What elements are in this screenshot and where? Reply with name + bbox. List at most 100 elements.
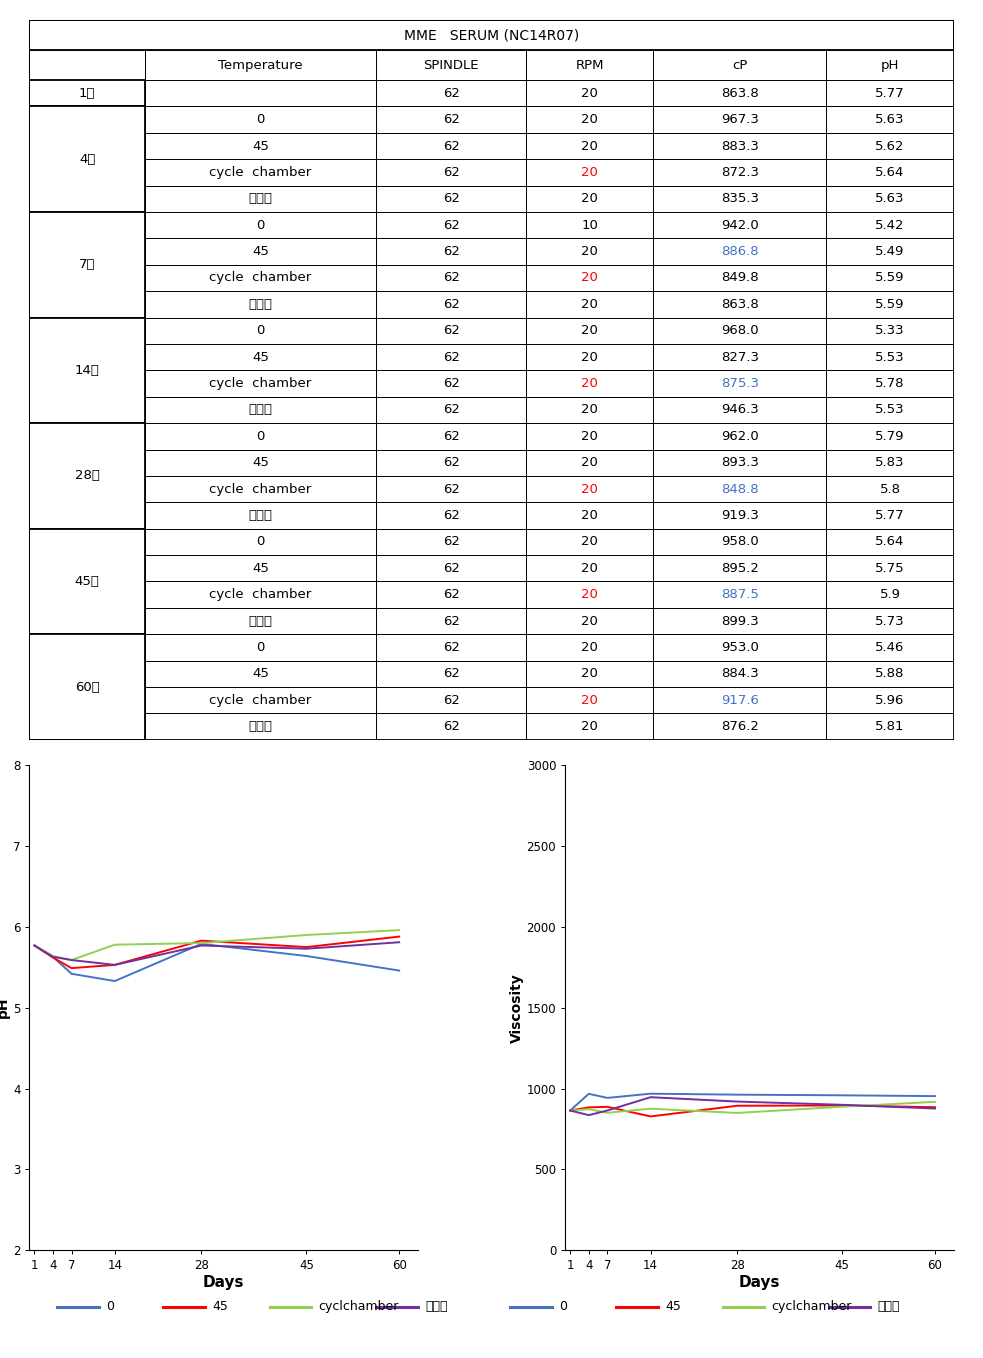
Text: 5.73: 5.73 xyxy=(875,615,904,627)
Text: 875.3: 875.3 xyxy=(721,378,759,390)
Text: 62: 62 xyxy=(442,297,459,311)
X-axis label: Days: Days xyxy=(202,1275,245,1290)
Text: 0: 0 xyxy=(257,535,264,549)
Text: 886.8: 886.8 xyxy=(721,244,759,258)
Text: 62: 62 xyxy=(442,87,459,99)
Text: 62: 62 xyxy=(442,535,459,549)
Text: 62: 62 xyxy=(442,430,459,443)
Bar xyxy=(145,186,376,212)
Bar xyxy=(145,371,376,397)
Bar xyxy=(526,687,654,713)
Bar xyxy=(145,528,376,555)
Text: 62: 62 xyxy=(442,403,459,417)
Text: 876.2: 876.2 xyxy=(721,720,759,733)
Bar xyxy=(654,713,827,740)
Text: cycle  chamber: cycle chamber xyxy=(209,378,312,390)
Bar xyxy=(654,186,827,212)
Text: 0: 0 xyxy=(257,325,264,337)
Text: 20: 20 xyxy=(581,166,598,179)
Text: 919.3: 919.3 xyxy=(721,509,759,521)
Text: 62: 62 xyxy=(442,378,459,390)
Text: 45: 45 xyxy=(252,140,269,152)
Bar xyxy=(654,265,827,291)
Bar xyxy=(145,80,376,106)
Text: 5.62: 5.62 xyxy=(875,140,904,152)
Text: 20: 20 xyxy=(581,456,598,470)
Text: 45: 45 xyxy=(665,1300,681,1313)
Text: 20: 20 xyxy=(581,297,598,311)
Text: 942.0: 942.0 xyxy=(721,219,759,232)
Text: 5.63: 5.63 xyxy=(875,193,904,205)
Bar xyxy=(654,159,827,186)
Text: 0: 0 xyxy=(257,430,264,443)
Text: 20: 20 xyxy=(581,667,598,680)
Text: 자연광: 자연광 xyxy=(249,193,272,205)
Text: 20: 20 xyxy=(581,720,598,733)
Bar xyxy=(654,80,827,106)
Bar xyxy=(145,449,376,475)
Text: 45: 45 xyxy=(252,244,269,258)
Text: 20: 20 xyxy=(581,378,598,390)
Text: 62: 62 xyxy=(442,720,459,733)
Bar xyxy=(827,397,954,424)
Bar xyxy=(145,50,376,80)
Text: MME   SERUM (NC14R07): MME SERUM (NC14R07) xyxy=(404,29,579,42)
Text: 45일: 45일 xyxy=(75,574,99,588)
Bar xyxy=(376,449,526,475)
Text: 5.49: 5.49 xyxy=(875,244,904,258)
Bar xyxy=(376,608,526,634)
Bar xyxy=(526,581,654,608)
Text: 5.81: 5.81 xyxy=(875,720,904,733)
Text: 0: 0 xyxy=(257,113,264,126)
Bar xyxy=(654,291,827,318)
Bar xyxy=(526,660,654,687)
Bar xyxy=(654,318,827,344)
Bar xyxy=(827,634,954,660)
Text: 5.59: 5.59 xyxy=(875,297,904,311)
Bar xyxy=(654,608,827,634)
Bar xyxy=(654,106,827,133)
Bar xyxy=(654,581,827,608)
Bar xyxy=(526,371,654,397)
Text: 5.59: 5.59 xyxy=(875,272,904,284)
Text: 899.3: 899.3 xyxy=(721,615,759,627)
Bar xyxy=(827,608,954,634)
Y-axis label: Viscosity: Viscosity xyxy=(510,972,524,1043)
Text: 5.75: 5.75 xyxy=(875,562,904,574)
Bar xyxy=(376,291,526,318)
Bar xyxy=(827,133,954,159)
Text: Temperature: Temperature xyxy=(218,58,303,72)
Bar xyxy=(827,159,954,186)
Bar xyxy=(654,687,827,713)
Text: 968.0: 968.0 xyxy=(721,325,759,337)
Bar xyxy=(526,318,654,344)
Text: 62: 62 xyxy=(442,667,459,680)
Bar xyxy=(827,265,954,291)
Bar xyxy=(526,50,654,80)
Text: pH: pH xyxy=(881,58,899,72)
Bar xyxy=(526,502,654,528)
X-axis label: Days: Days xyxy=(738,1275,781,1290)
Bar xyxy=(376,371,526,397)
Bar xyxy=(376,186,526,212)
Bar xyxy=(145,291,376,318)
Text: cycle  chamber: cycle chamber xyxy=(209,272,312,284)
Text: 4일: 4일 xyxy=(79,152,95,166)
Bar xyxy=(827,344,954,371)
Text: 967.3: 967.3 xyxy=(721,113,759,126)
Bar xyxy=(654,239,827,265)
Bar xyxy=(827,528,954,555)
Text: 자연광: 자연광 xyxy=(249,615,272,627)
Text: 5.96: 5.96 xyxy=(875,694,904,706)
Text: 62: 62 xyxy=(442,482,459,496)
Bar xyxy=(654,50,827,80)
Bar xyxy=(827,713,954,740)
Text: 62: 62 xyxy=(442,509,459,521)
Bar xyxy=(654,502,827,528)
Text: 62: 62 xyxy=(442,456,459,470)
Text: 20: 20 xyxy=(581,87,598,99)
Text: 958.0: 958.0 xyxy=(721,535,759,549)
Text: 20: 20 xyxy=(581,193,598,205)
Bar xyxy=(376,212,526,239)
Text: 5.46: 5.46 xyxy=(875,641,904,655)
